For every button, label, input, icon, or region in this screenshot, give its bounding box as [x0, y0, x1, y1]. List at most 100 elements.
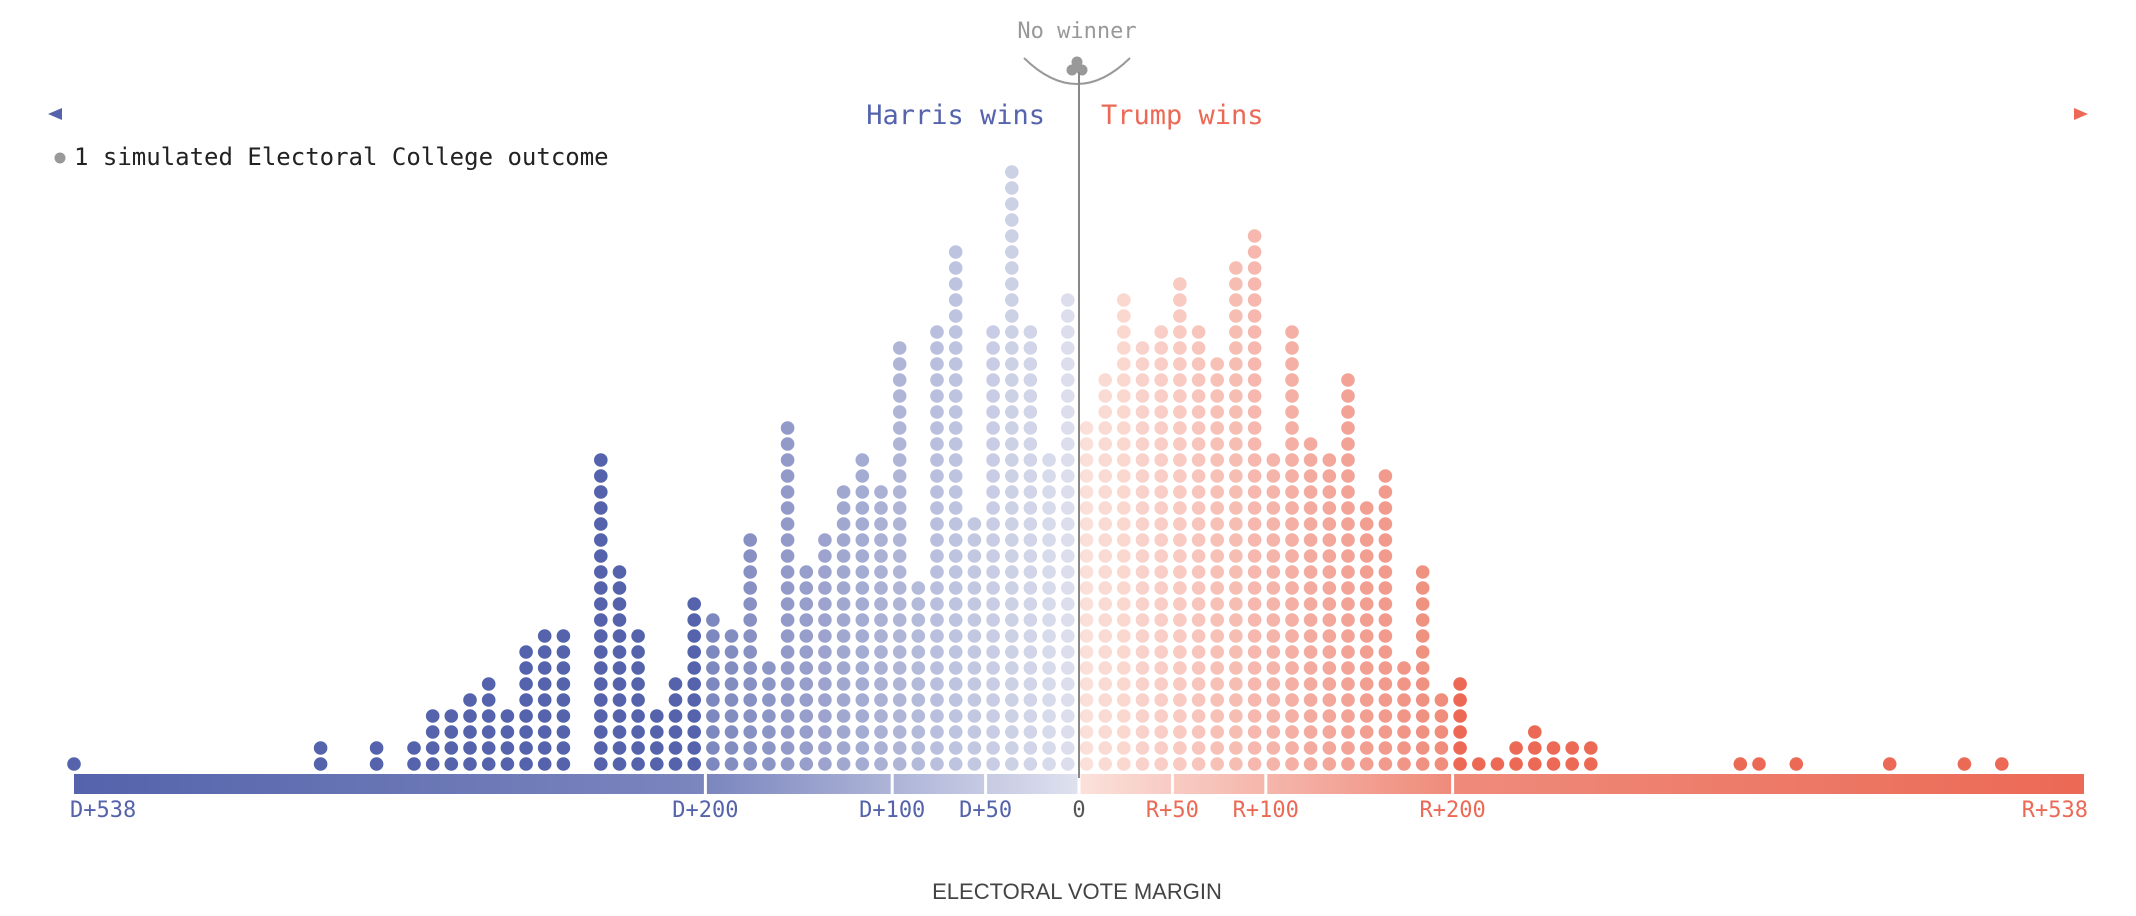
outcome-dot — [762, 677, 776, 691]
outcome-dot — [1023, 661, 1038, 675]
outcome-dot — [1266, 469, 1281, 483]
outcome-dot — [1341, 565, 1355, 579]
outcome-dot — [1341, 709, 1355, 723]
outcome-dot — [1154, 485, 1168, 499]
outcome-dot — [556, 629, 571, 643]
outcome-dot — [1042, 645, 1056, 659]
margin-color-band — [74, 774, 2084, 794]
outcome-dot — [780, 613, 795, 627]
outcome-dot — [1247, 677, 1262, 691]
outcome-dot — [911, 645, 926, 659]
outcome-dot — [1098, 469, 1112, 483]
outcome-dot — [1359, 757, 1374, 771]
outcome-dot — [1191, 629, 1206, 643]
outcome-dot — [799, 629, 814, 643]
outcome-dot — [874, 533, 888, 547]
outcome-dot — [1061, 405, 1075, 419]
outcome-dot — [762, 757, 776, 771]
outcome-dot — [1061, 661, 1075, 675]
outcome-dot — [1042, 613, 1056, 627]
outcome-dot — [594, 549, 608, 563]
outcome-dot — [986, 373, 1000, 387]
outcome-dot — [1173, 613, 1187, 627]
outcome-dot — [986, 469, 1000, 483]
outcome-dot — [1098, 645, 1112, 659]
outcome-dot — [1247, 453, 1262, 467]
outcome-dot — [481, 709, 496, 723]
outcome-dot — [687, 661, 701, 675]
outcome-dot — [967, 629, 982, 643]
outcome-dot — [594, 757, 608, 771]
outcome-dot — [836, 677, 851, 691]
outcome-dot — [1341, 629, 1355, 643]
outcome-dot — [1154, 741, 1168, 755]
outcome-dot — [1191, 469, 1206, 483]
outcome-dot — [1098, 741, 1112, 755]
outcome-dot — [986, 565, 1000, 579]
outcome-dot — [631, 693, 645, 707]
outcome-dot — [874, 565, 888, 579]
outcome-dot — [1378, 549, 1393, 563]
outcome-dot — [1135, 501, 1150, 515]
outcome-dot — [1247, 645, 1262, 659]
outcome-dot — [1995, 757, 2009, 771]
outcome-dot — [1173, 469, 1187, 483]
outcome-dot — [836, 645, 851, 659]
outcome-dot — [724, 709, 739, 723]
x-tick-label: 0 — [1072, 798, 1085, 823]
outcome-dot — [1135, 533, 1150, 547]
outcome-dot — [743, 757, 757, 771]
outcome-dot — [1266, 581, 1281, 595]
outcome-dot — [948, 293, 963, 307]
outcome-dot — [986, 549, 1000, 563]
outcome-dot — [1453, 757, 1467, 771]
outcome-dot — [948, 453, 963, 467]
outcome-dot — [1135, 357, 1150, 371]
outcome-dot — [631, 629, 645, 643]
outcome-dot — [1042, 757, 1056, 771]
outcome-dot — [1322, 629, 1337, 643]
outcome-dot — [874, 597, 888, 611]
outcome-dot — [612, 581, 627, 595]
outcome-dot — [1229, 341, 1243, 355]
outcome-dot — [1247, 245, 1262, 259]
outcome-dot — [631, 677, 645, 691]
outcome-dot — [1061, 725, 1075, 739]
outcome-dot — [724, 693, 739, 707]
outcome-dot — [631, 709, 645, 723]
outcome-dot — [780, 629, 795, 643]
no-winner-dot — [1071, 56, 1083, 68]
outcome-dot — [1042, 629, 1056, 643]
outcome-dot — [594, 597, 608, 611]
outcome-dot — [892, 437, 907, 451]
outcome-dot — [780, 677, 795, 691]
outcome-dot — [855, 485, 870, 499]
outcome-dot — [762, 741, 776, 755]
outcome-dot — [1135, 597, 1150, 611]
outcome-dot — [1378, 725, 1393, 739]
outcome-dot — [780, 549, 795, 563]
outcome-dot — [780, 581, 795, 595]
outcome-dot — [687, 709, 701, 723]
outcome-dot — [500, 741, 515, 755]
outcome-dot — [1415, 725, 1430, 739]
outcome-dot — [930, 581, 944, 595]
outcome-dot — [1247, 517, 1262, 531]
outcome-dot — [1285, 693, 1299, 707]
outcome-dot — [930, 405, 944, 419]
outcome-dot — [1005, 405, 1019, 419]
outcome-dot — [1210, 565, 1224, 579]
trump-arrow — [1270, 108, 2088, 120]
outcome-dot — [948, 661, 963, 675]
outcome-dot — [855, 725, 870, 739]
outcome-dot — [1023, 533, 1038, 547]
outcome-dot — [874, 517, 888, 531]
outcome-dot — [892, 613, 907, 627]
outcome-dot — [1322, 725, 1337, 739]
outcome-dot — [463, 757, 477, 771]
outcome-dot — [1005, 485, 1019, 499]
outcome-dot — [612, 757, 627, 771]
outcome-dot — [1173, 421, 1187, 435]
outcome-dot — [1285, 533, 1299, 547]
outcome-dot — [1061, 549, 1075, 563]
